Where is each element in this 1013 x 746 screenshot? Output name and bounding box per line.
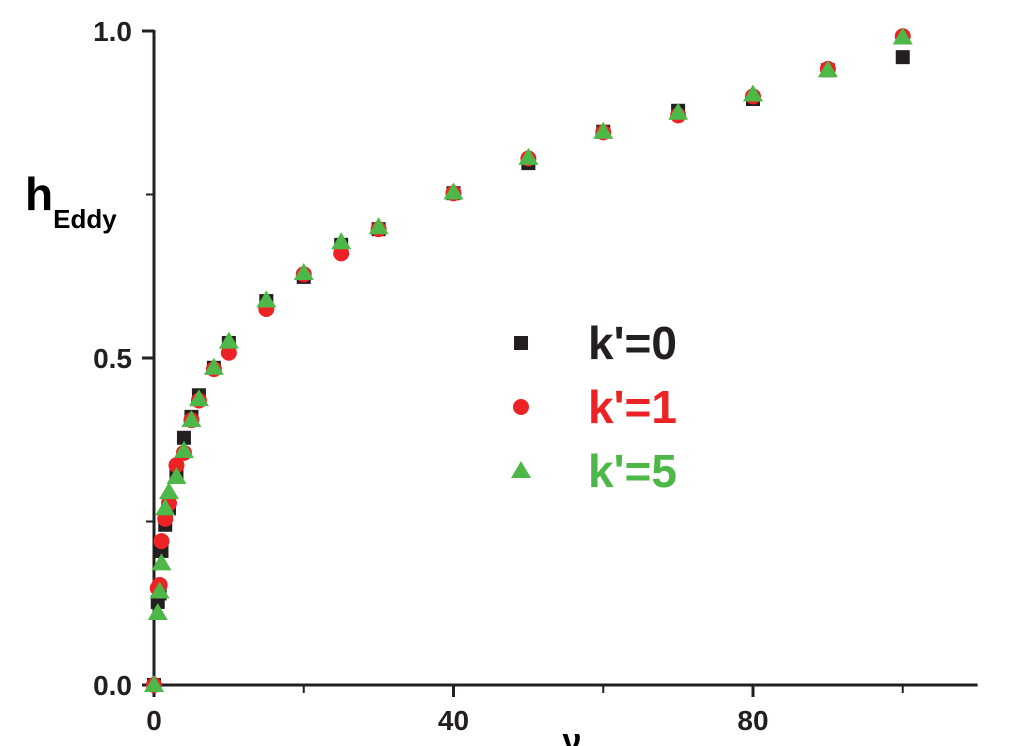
y-axis-label-subscript: Eddy <box>53 204 117 234</box>
y-tick-label: 0.0 <box>93 670 132 701</box>
data-point-triangle <box>218 331 239 349</box>
data-point-triangle <box>151 553 172 571</box>
data-point-triangle <box>668 102 689 120</box>
data-point-triangle <box>892 27 913 45</box>
data-point-triangle <box>743 84 763 102</box>
y-axis-label: hEddy <box>25 168 117 234</box>
data-point-triangle <box>173 440 194 458</box>
data-point-triangle <box>368 217 389 235</box>
data-point-circle <box>333 245 350 262</box>
data-point-triangle <box>181 410 202 428</box>
data-point-triangle <box>443 182 464 200</box>
data-point-triangle <box>155 498 176 516</box>
legend-label: k'=5 <box>588 445 677 497</box>
data-point-triangle <box>203 357 224 375</box>
data-point-circle <box>220 344 237 361</box>
y-axis-label-main: h <box>25 168 53 220</box>
legend-marker-circle <box>513 399 529 415</box>
series-square <box>147 50 910 692</box>
y-tick-label: 0.5 <box>93 343 132 374</box>
x-tick-label: 40 <box>438 705 469 736</box>
data-point-circle <box>168 457 185 474</box>
x-axis-label: ν <box>563 722 582 746</box>
data-point-circle <box>153 533 170 550</box>
data-point-triangle <box>166 467 187 485</box>
data-point-square <box>176 430 191 445</box>
data-point-triangle <box>518 147 539 165</box>
data-point-triangle <box>331 232 352 250</box>
data-point-triangle <box>144 675 164 692</box>
data-point-triangle <box>149 581 170 599</box>
y-tick-label: 1.0 <box>93 16 132 47</box>
legend-marker-triangle <box>511 461 531 478</box>
data-point-triangle <box>293 262 314 280</box>
series-triangle <box>144 27 913 692</box>
data-point-triangle <box>817 60 838 78</box>
data-marks <box>144 27 913 693</box>
legend-marker-square <box>514 336 528 350</box>
data-point-triangle <box>188 389 209 407</box>
data-point-triangle <box>256 290 277 308</box>
x-tick-label: 80 <box>737 705 768 736</box>
data-point-triangle <box>147 603 168 621</box>
x-tick-label: 0 <box>146 705 162 736</box>
data-point-square <box>895 50 910 65</box>
legend-label: k'=1 <box>588 381 677 433</box>
data-point-triangle <box>158 482 179 500</box>
legend: k'=0 k'=1 k'=5 <box>511 317 677 497</box>
data-point-triangle <box>593 121 614 139</box>
series-circle <box>146 28 911 693</box>
axes: 0 40 80 0.0 0.5 1.0 <box>93 16 978 736</box>
legend-label: k'=0 <box>588 317 677 369</box>
